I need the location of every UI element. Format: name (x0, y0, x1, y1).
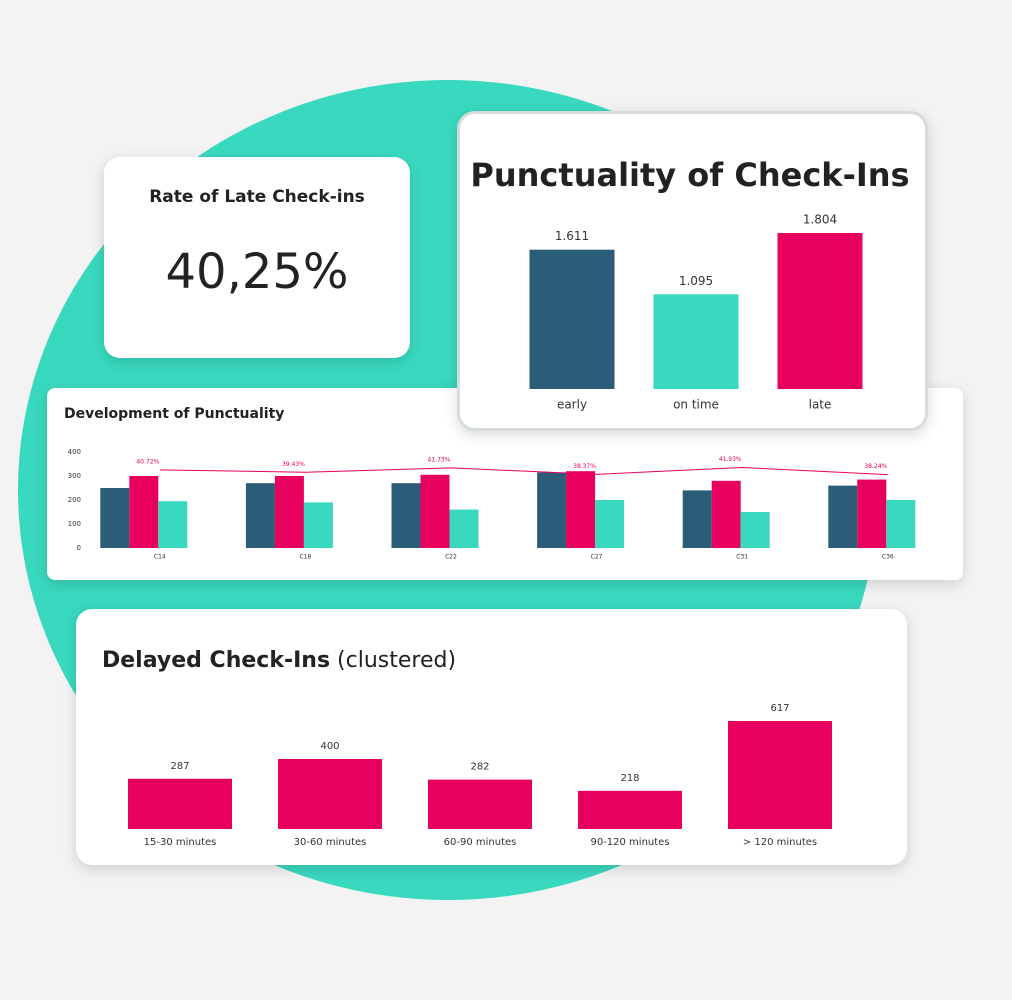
x-tick-label: > 120 minutes (743, 837, 817, 848)
value-label: 282 (470, 762, 489, 773)
bar (420, 474, 450, 548)
chart-title: Punctuality of Check-Ins (470, 156, 909, 194)
bar (886, 500, 916, 548)
bar (595, 500, 625, 548)
y-tick-label: 200 (68, 496, 81, 504)
chart-title: Development of Punctuality (64, 406, 284, 422)
x-tick-label: C14 (154, 554, 166, 561)
x-tick-label: on time (673, 398, 719, 412)
subtitle: (clustered) (337, 648, 456, 673)
chart: Development of Punctuality 0 100 200 300 400… (64, 406, 916, 561)
y-tick-label: 400 (68, 448, 81, 456)
bar (128, 778, 232, 829)
x-tick-label: C31 (736, 554, 748, 561)
bar (274, 476, 304, 548)
chart: Punctuality of Check-Ins 1.611 early 1.095… (470, 156, 909, 412)
y-tick-label: 0 (77, 544, 81, 552)
x-tick-label: 30-60 minutes (294, 837, 367, 848)
value-label: 1.095 (679, 274, 713, 288)
bar (777, 233, 863, 389)
punctuality-card: Punctuality of Check-Ins 1.611 early 1.095… (457, 111, 928, 431)
bar (245, 483, 275, 548)
value-label: 617 (770, 703, 789, 714)
bar (129, 476, 159, 548)
bar (158, 501, 188, 548)
value-label: 400 (320, 741, 339, 752)
bar (682, 490, 712, 548)
bar (391, 483, 421, 548)
value-label: 287 (170, 761, 189, 772)
bar (449, 509, 479, 548)
value-label: 218 (620, 773, 639, 784)
x-tick-label: 60-90 minutes (444, 837, 517, 848)
bar (428, 779, 532, 829)
value-label: 40.72% (136, 458, 159, 465)
bar (529, 249, 615, 389)
y-tick-label: 100 (68, 520, 81, 528)
x-tick-label: C22 (445, 554, 457, 561)
chart-title: Delayed Check-Ins (clustered) (102, 648, 456, 673)
x-tick-label: 90-120 minutes (590, 837, 669, 848)
value-label: 38.24% (864, 463, 887, 470)
bar (728, 721, 832, 829)
x-tick-label: 15-30 minutes (144, 837, 217, 848)
value-label: 39.43% (282, 461, 305, 468)
x-tick-label: C27 (591, 554, 603, 561)
x-tick-label: late (809, 398, 832, 412)
value-label: 1.611 (555, 229, 589, 243)
kpi-card: Rate of Late Check-ins 40,25% (104, 157, 410, 358)
chart: Delayed Check-Ins (clustered) 287 15-30 m… (102, 648, 832, 848)
line-series (159, 466, 888, 476)
title: Delayed Check-Ins (102, 648, 330, 673)
kpi: Rate of Late Check-ins 40,25% (149, 187, 365, 300)
value-label: 41.73% (428, 456, 451, 463)
bar (578, 790, 682, 829)
bar (278, 758, 382, 829)
kpi-value: 40,25% (165, 244, 348, 300)
x-tick-label: C18 (299, 554, 311, 561)
bar (653, 294, 739, 389)
bar (740, 512, 770, 548)
value-label: 1.804 (803, 213, 837, 227)
x-tick-label: C36 (882, 554, 894, 561)
bar (711, 480, 741, 548)
kpi-title: Rate of Late Check-ins (149, 187, 365, 207)
bar (303, 502, 333, 548)
bar (537, 472, 567, 548)
bar (100, 488, 130, 548)
value-label: 38.37% (573, 463, 596, 470)
delayed-card: Delayed Check-Ins (clustered) 287 15-30 m… (76, 609, 907, 865)
value-label: 41.93% (719, 456, 742, 463)
x-tick-label: early (557, 398, 587, 412)
bar (828, 485, 858, 548)
bar (857, 479, 887, 548)
y-tick-label: 300 (68, 472, 81, 480)
bar (566, 471, 596, 548)
